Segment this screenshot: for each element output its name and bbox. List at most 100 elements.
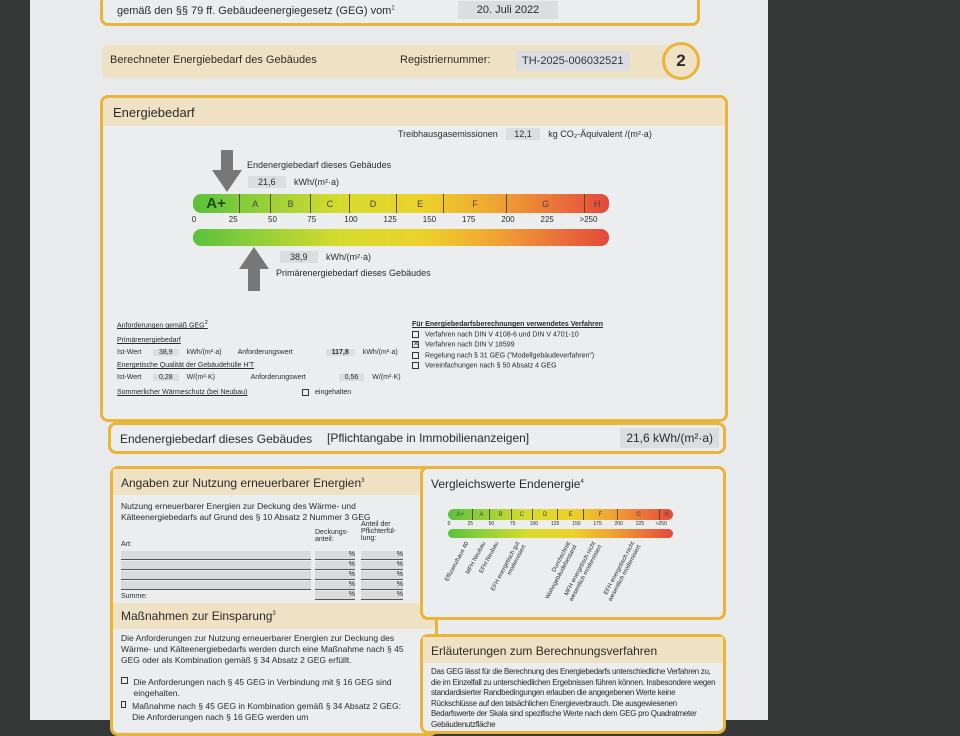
end-energy-row: 21,6 kWh/(m²·a) xyxy=(248,176,339,188)
renewable-share-field[interactable]: % xyxy=(315,571,355,580)
primary-energy-row: 38,9 kWh/(m²·a) xyxy=(280,251,372,263)
energy-class-d: D xyxy=(533,509,559,520)
energy-class-a-plus: A+ xyxy=(448,509,474,520)
renewable-art-field[interactable] xyxy=(121,581,311,590)
scale-tick: 25 xyxy=(228,215,238,224)
scale-tick: 175 xyxy=(462,215,476,224)
energy-class-scale: A+ A B C D E F G H xyxy=(193,194,609,213)
comparison-footnote: 4 xyxy=(580,479,584,485)
col-share: Deckungs-anteil: xyxy=(315,529,349,543)
scale-ticks: 0 25 50 75 100 125 150 175 200 225 >250 xyxy=(192,215,609,227)
comparison-ref-label: EFH energetisch gut modernisiert xyxy=(490,541,528,593)
renewable-title: Angaben zur Nutzung erneuerbarer Energie… xyxy=(121,476,365,490)
scale-tick: 0 xyxy=(447,521,451,527)
env-req-unit: W/(m²·K) xyxy=(372,374,401,382)
method-item: Verfahren nach DIN V 4108-6 und DIN V 47… xyxy=(412,331,702,338)
requirements-title: Anforderungen gemäß GEG xyxy=(117,322,205,330)
primary-ist-value: 38,9 xyxy=(153,349,179,357)
energy-class-b: B xyxy=(490,509,512,520)
requirements-footnote: 2 xyxy=(204,320,208,326)
law-text: gemäß den §§ 79 ff. Gebäudeenergiegesetz… xyxy=(117,5,392,17)
method-checkbox[interactable]: ✕ xyxy=(412,341,419,349)
comparison-title: Vergleichswerte Endenergie xyxy=(431,477,581,491)
law-footnote: 1 xyxy=(391,5,395,12)
renewable-share-field[interactable]: % xyxy=(315,581,355,590)
primary-energy-value: 38,9 xyxy=(280,251,318,263)
energy-class-h: H xyxy=(593,198,601,209)
renewable-duty-field[interactable]: % xyxy=(361,561,403,570)
scale-tick: 50 xyxy=(268,215,277,224)
summer-check-label: eingehalten xyxy=(315,389,352,397)
renewable-footnote: 3 xyxy=(361,478,365,484)
primary-req-unit: kWh/(m²·a) xyxy=(362,349,398,357)
renewable-intro: Nutzung erneuerbarer Energien zur Deckun… xyxy=(121,501,371,522)
energy-class-g: G xyxy=(618,509,661,520)
renewable-share-field[interactable]: % xyxy=(315,551,355,560)
comparison-box: Vergleichswerte Endenergie4 A+ A B C D E F G H 0… xyxy=(420,466,726,620)
scale-tick: 25 xyxy=(467,521,473,527)
scale-tick: 100 xyxy=(344,215,358,224)
page-number-badge: 2 xyxy=(662,42,700,80)
renewable-box: Angaben zur Nutzung erneuerbarer Energie… xyxy=(110,466,438,736)
renewable-art-field[interactable] xyxy=(121,551,311,560)
energy-class-a: A xyxy=(473,509,491,520)
ghg-value: 12,1 xyxy=(506,128,540,140)
ghg-label: Treibhausgasemissionen xyxy=(398,129,498,139)
renewable-duty-field[interactable]: % xyxy=(361,581,403,590)
end-energy-strip: Endenergiebedarf dieses Gebäudes [Pflich… xyxy=(108,422,726,454)
primary-req-title: Primärenergiebedarf xyxy=(117,337,181,345)
strip-value: 21,6 kWh/(m²·a) xyxy=(620,428,719,448)
energy-class-d: D xyxy=(350,194,398,213)
ghg-row: Treibhausgasemissionen 12,1 kg CO₂-Äquiv… xyxy=(398,128,652,140)
energy-class-e: E xyxy=(397,194,445,213)
col-art: Art: xyxy=(121,541,132,548)
method-checkbox[interactable] xyxy=(412,362,419,370)
method-label: Verfahren nach DIN V 18599 xyxy=(425,341,515,349)
end-energy-label: Endenergiebedarf dieses Gebäudes xyxy=(247,160,392,170)
strip-note: [Pflichtangabe in Immobilienanzeigen] xyxy=(327,431,530,445)
renewable-art-field[interactable] xyxy=(121,571,311,580)
measure1-label: Die Anforderungen nach § 45 GEG in Verbi… xyxy=(133,677,392,698)
env-ist-value: 0,28 xyxy=(153,374,179,382)
summer-label: Sommerlicher Wärmeschutz (bei Neubau) xyxy=(117,389,248,397)
method-checkbox[interactable] xyxy=(412,331,419,338)
law-date: 20. Juli 2022 xyxy=(458,1,558,19)
renewable-duty-field[interactable]: % xyxy=(361,591,403,600)
env-req-value: 0,56 xyxy=(338,374,365,382)
renewable-duty-field[interactable]: % xyxy=(361,551,403,560)
energy-class-e: E xyxy=(558,509,584,520)
measure1-checkbox[interactable] xyxy=(121,677,128,684)
scale-tick: 200 xyxy=(614,521,623,527)
ghg-unit: kg CO₂-Äquivalent /(m²·a) xyxy=(548,129,652,139)
scale-tick: 125 xyxy=(550,521,560,527)
end-energy-value: 21,6 xyxy=(248,176,286,188)
measure2-checkbox[interactable] xyxy=(121,701,127,708)
explanation-box: Erläuterungen zum Berechnungsverfahren D… xyxy=(420,634,726,734)
scale-tick: 200 xyxy=(501,215,515,224)
energy-class-f: F xyxy=(444,194,507,213)
measures-title-text: Maßnahmen zur Einsparung xyxy=(121,609,273,623)
scale-tick: 150 xyxy=(422,215,437,224)
renewable-share-field[interactable]: % xyxy=(315,591,355,600)
energy-class-c: C xyxy=(512,509,533,520)
method-checkbox[interactable] xyxy=(412,351,419,359)
methods-section: Für Energiebedarfsberechnungen verwendet… xyxy=(412,321,702,372)
energy-class-h: H xyxy=(664,511,669,518)
envelope-title: Energetische Qualität der Gebäudehülle H… xyxy=(117,362,255,370)
primary-req-value: 117,8 xyxy=(325,349,355,357)
reg-label: Registriernummer: xyxy=(400,54,491,66)
measures-title: Maßnahmen zur Einsparung3 xyxy=(121,609,276,623)
summer-checkbox[interactable] xyxy=(302,389,309,397)
renewable-share-field[interactable]: % xyxy=(315,561,355,570)
primary-energy-unit: kWh/(m²·a) xyxy=(326,252,372,262)
requirements-section: Anforderungen gemäß GEG2 Primärenergiebe… xyxy=(117,320,407,397)
primary-energy-label: Primärenergiebedarf dieses Gebäudes xyxy=(276,268,431,278)
energy-class-a-plus: A+ xyxy=(193,194,241,213)
law-box: gemäß den §§ 79 ff. Gebäudeenergiegesetz… xyxy=(100,0,700,26)
scale-tick: >250 xyxy=(655,521,667,527)
renewable-art-field[interactable] xyxy=(121,561,311,570)
energy-class-g: G xyxy=(507,194,586,213)
certificate-page: gemäß den §§ 79 ff. Gebäudeenergiegesetz… xyxy=(30,0,768,736)
method-item: Vereinfachungen nach § 50 Absatz 4 GEG xyxy=(412,362,702,369)
renewable-duty-field[interactable]: % xyxy=(361,571,403,580)
